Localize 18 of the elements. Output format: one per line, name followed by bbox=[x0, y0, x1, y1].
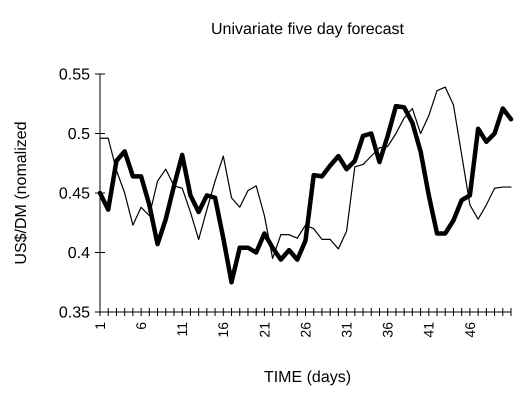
x-tick-label: 36 bbox=[380, 322, 396, 338]
y-tick-label: 0.35 bbox=[58, 304, 90, 322]
y-tick-label: 0.55 bbox=[58, 66, 90, 84]
x-tick-label: 1 bbox=[92, 322, 108, 330]
chart-title: Univariate five day forecast bbox=[211, 21, 405, 38]
x-axis-title: TIME (days) bbox=[264, 369, 352, 386]
y-tick-label: 0.4 bbox=[68, 245, 90, 262]
x-tick-label: 31 bbox=[338, 322, 354, 338]
x-tick-label: 46 bbox=[462, 322, 478, 338]
x-tick-label: 21 bbox=[256, 322, 272, 338]
x-tick-label: 41 bbox=[420, 322, 437, 338]
y-tick-label: 0.5 bbox=[68, 126, 90, 144]
y-tick-label: 0.45 bbox=[58, 186, 90, 203]
x-tick-label: 6 bbox=[133, 322, 149, 330]
x-tick-label: 11 bbox=[174, 322, 190, 337]
x-tick-label: 26 bbox=[297, 322, 314, 338]
x-tick-label: 16 bbox=[215, 322, 232, 338]
y-axis-title: US$/DM (nomalized bbox=[13, 121, 30, 265]
